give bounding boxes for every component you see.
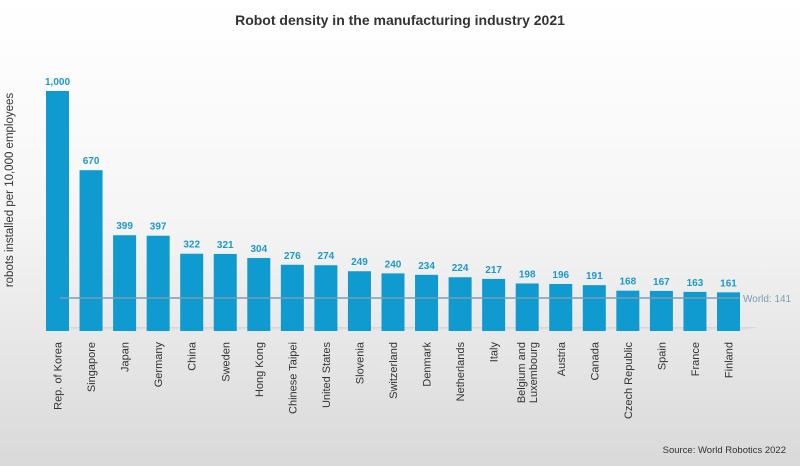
value-label: 1,000 <box>45 77 70 88</box>
category-label: Finland <box>724 342 736 378</box>
bar-spain <box>649 290 673 331</box>
category-label: Switzerland <box>388 342 400 399</box>
bar-germany <box>146 235 170 331</box>
category-label: Belgium and <box>516 342 528 403</box>
category-label: Canada <box>589 341 601 380</box>
bar-singapore <box>79 170 103 331</box>
bar-hong-kong <box>247 258 271 331</box>
category-label: France <box>690 342 702 376</box>
category-label: Singapore <box>86 342 98 392</box>
bar-denmark <box>415 274 439 331</box>
value-label: 321 <box>217 240 234 251</box>
value-label: 397 <box>150 222 167 233</box>
value-label: 399 <box>116 221 133 232</box>
category-label: Germany <box>153 342 165 388</box>
category-label: Sweden <box>220 342 232 382</box>
category-label: China <box>187 341 199 371</box>
value-label: 322 <box>183 240 200 251</box>
value-label: 217 <box>485 265 502 276</box>
category-label: Netherlands <box>455 342 467 402</box>
value-label: 191 <box>586 271 603 282</box>
bar-netherlands <box>448 277 472 331</box>
bar-austria <box>549 283 573 331</box>
bar-czech-republic <box>616 290 640 331</box>
source-note: Source: World Robotics 2022 <box>662 445 786 456</box>
value-label: 276 <box>284 251 301 262</box>
category-label: Italy <box>489 342 501 363</box>
value-label: 161 <box>720 278 737 289</box>
bar-france <box>683 291 707 331</box>
value-label: 167 <box>653 277 670 288</box>
category-label: Rep. of Korea <box>53 341 65 410</box>
bar-china <box>180 253 204 331</box>
category-label: Luxembourg <box>528 342 540 403</box>
category-label: Austria <box>556 341 568 376</box>
bar-italy <box>482 278 506 331</box>
bar-canada <box>582 285 606 331</box>
value-label: 670 <box>83 156 100 167</box>
category-label: United States <box>321 342 333 409</box>
bar-sweden <box>213 253 237 331</box>
value-label: 234 <box>418 261 435 272</box>
value-label: 196 <box>552 270 569 281</box>
world-average-label: World: 141 <box>743 294 792 305</box>
bar-rep-of-korea <box>46 91 69 331</box>
category-label: Spain <box>656 342 668 370</box>
value-label: 240 <box>385 259 402 270</box>
value-label: 198 <box>519 269 536 280</box>
category-label: Czech Republic <box>623 342 635 420</box>
bar-belgium-and-luxembourg <box>515 283 539 331</box>
value-label: 304 <box>250 244 267 255</box>
category-label: Hong Kong <box>254 342 266 397</box>
value-label: 274 <box>318 251 335 262</box>
bar-slovenia <box>347 271 371 331</box>
category-label: Chinese Taipei <box>287 342 299 414</box>
category-label: Slovenia <box>354 341 366 384</box>
bar-japan <box>113 235 137 331</box>
category-label: Denmark <box>422 342 434 387</box>
bar-switzerland <box>381 273 405 331</box>
bar-finland <box>717 292 740 331</box>
category-label: Japan <box>120 342 132 372</box>
value-label: 249 <box>351 257 368 268</box>
chart-title: Robot density in the manufacturing indus… <box>235 12 565 28</box>
value-label: 163 <box>687 278 704 289</box>
value-label: 224 <box>452 263 469 274</box>
value-label: 168 <box>620 277 637 288</box>
